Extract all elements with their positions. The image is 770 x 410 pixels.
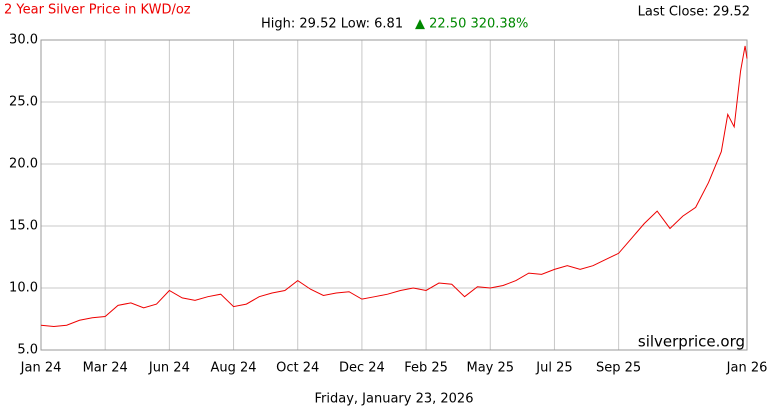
x-tick-label: Mar 24 xyxy=(83,361,128,376)
x-tick-label: Jun 24 xyxy=(148,361,190,376)
y-tick-label: 20.0 xyxy=(9,157,38,172)
y-tick-label: 25.0 xyxy=(9,95,38,110)
y-tick-label: 5.0 xyxy=(17,343,38,358)
x-tick-label: Jan 24 xyxy=(20,361,62,376)
x-tick-label: Aug 24 xyxy=(211,361,257,376)
date: Friday, January 23, 2026 xyxy=(315,392,474,407)
price-line xyxy=(40,45,748,327)
x-tick-label: Sep 25 xyxy=(596,361,641,376)
x-tick-label: May 25 xyxy=(466,361,514,376)
x-tick-label: Feb 25 xyxy=(404,361,448,376)
x-tick-label: Oct 24 xyxy=(276,361,319,376)
change: ▲ 22.50 320.38% xyxy=(415,17,528,32)
x-tick-label: Dec 24 xyxy=(339,361,385,376)
last-close: Last Close: 29.52 xyxy=(638,5,750,20)
x-tick-label: Jul 25 xyxy=(535,361,572,376)
y-tick-label: 15.0 xyxy=(9,219,38,234)
y-tick-label: 10.0 xyxy=(9,281,38,296)
x-tick-label: Jan 26 xyxy=(726,361,768,376)
plot-border xyxy=(40,39,748,351)
y-tick-label: 30.0 xyxy=(9,33,38,48)
stats: High: 29.52 Low: 6.81 xyxy=(261,17,403,32)
chart-title: 2 Year Silver Price in KWD/oz xyxy=(4,3,191,18)
watermark: silverprice.org xyxy=(638,333,745,351)
